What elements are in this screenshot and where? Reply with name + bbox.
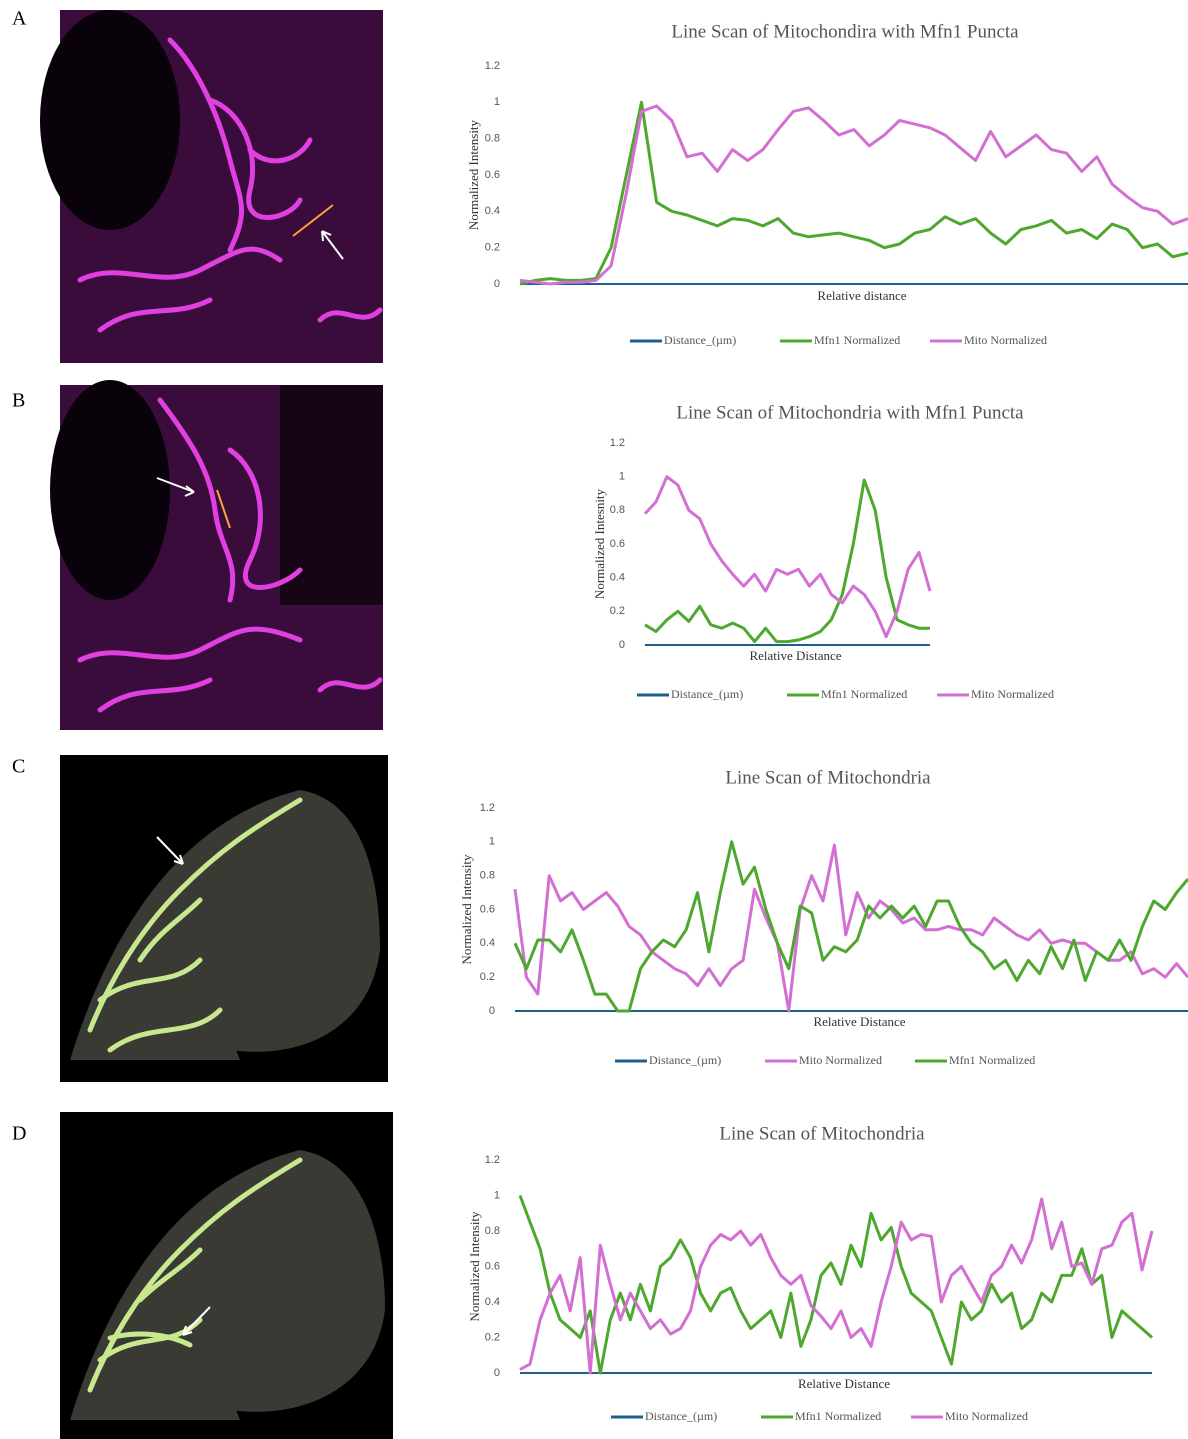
panel-label: A bbox=[12, 8, 27, 30]
chart-title: Line Scan of Mitochondria bbox=[725, 767, 931, 788]
chart-title: Line Scan of Mitochondria with Mfn1 Punc… bbox=[676, 402, 1024, 423]
y-tick-label: 1 bbox=[494, 1189, 500, 1201]
y-tick-label: 0.2 bbox=[485, 242, 500, 254]
y-tick-label: 1.2 bbox=[485, 60, 500, 72]
y-tick-label: 0.2 bbox=[610, 605, 625, 617]
legend-label: Mfn1 Normalized bbox=[795, 1409, 881, 1423]
legend-label: Distance_(µm) bbox=[645, 1409, 717, 1423]
y-tick-label: 0.6 bbox=[480, 903, 495, 915]
y-tick-label: 0.6 bbox=[485, 169, 500, 181]
y-tick-label: 0.2 bbox=[485, 1331, 500, 1343]
y-tick-label: 0 bbox=[494, 278, 500, 290]
panel-label: B bbox=[12, 390, 25, 412]
x-axis-label: Relative Distance bbox=[749, 648, 841, 663]
legend-label: Distance_(µm) bbox=[649, 1053, 721, 1067]
y-tick-label: 0.8 bbox=[480, 870, 495, 882]
y-tick-label: 0.4 bbox=[480, 937, 495, 949]
series-line bbox=[520, 1196, 1152, 1374]
legend-label: Distance_(µm) bbox=[664, 333, 736, 347]
figure: A B C D Line Scan of Mitochondira with Mfn1 … bbox=[0, 0, 1188, 1439]
legend-label: Mfn1 Normalized bbox=[821, 687, 907, 701]
x-axis-label: Relative Distance bbox=[798, 1376, 890, 1391]
series-line bbox=[520, 106, 1188, 284]
micrograph-b bbox=[50, 380, 383, 730]
panel-label: D bbox=[12, 1123, 26, 1145]
y-tick-label: 0.6 bbox=[610, 538, 625, 550]
y-tick-label: 0 bbox=[489, 1005, 495, 1017]
y-tick-label: 1 bbox=[489, 836, 495, 848]
y-tick-label: 1.2 bbox=[485, 1154, 500, 1166]
legend-label: Mito Normalized bbox=[799, 1053, 882, 1067]
legend-label: Mfn1 Normalized bbox=[949, 1053, 1035, 1067]
x-axis-label: Relative distance bbox=[817, 288, 906, 303]
micrograph-a bbox=[40, 10, 383, 363]
y-tick-label: 0 bbox=[494, 1367, 500, 1379]
y-axis-label: Normalized Intensity bbox=[466, 119, 481, 230]
chart-title: Line Scan of Mitochondria bbox=[719, 1123, 925, 1144]
legend-label: Distance_(µm) bbox=[671, 687, 743, 701]
y-tick-label: 0 bbox=[619, 639, 625, 651]
y-axis-label: Normalized Intensity bbox=[467, 1211, 482, 1322]
y-axis-label: Normalized Intensity bbox=[459, 854, 474, 965]
y-tick-label: 0.8 bbox=[485, 1225, 500, 1237]
y-tick-label: 0.2 bbox=[480, 971, 495, 983]
micrograph-c bbox=[60, 755, 388, 1082]
y-tick-label: 0.6 bbox=[485, 1260, 500, 1272]
y-axis-label: Normalized Intesnity bbox=[592, 488, 607, 599]
y-tick-label: 0.4 bbox=[485, 205, 500, 217]
y-tick-label: 0.4 bbox=[485, 1296, 500, 1308]
y-tick-label: 1 bbox=[494, 96, 500, 108]
series-line bbox=[515, 842, 1188, 1011]
legend-label: Mfn1 Normalized bbox=[814, 333, 900, 347]
series-line bbox=[515, 845, 1188, 1011]
legend-label: Mito Normalized bbox=[971, 687, 1054, 701]
y-tick-label: 0.8 bbox=[610, 504, 625, 516]
y-tick-label: 1 bbox=[619, 471, 625, 483]
micrograph-d bbox=[60, 1112, 393, 1439]
x-axis-label: Relative Distance bbox=[813, 1014, 905, 1029]
y-tick-label: 1.2 bbox=[610, 437, 625, 449]
panel-label: C bbox=[12, 756, 25, 778]
legend-label: Mito Normalized bbox=[964, 333, 1047, 347]
legend-label: Mito Normalized bbox=[945, 1409, 1028, 1423]
y-tick-label: 0.4 bbox=[610, 572, 625, 584]
series-line bbox=[645, 477, 930, 637]
chart-title: Line Scan of Mitochondira with Mfn1 Punc… bbox=[671, 21, 1019, 42]
y-tick-label: 0.8 bbox=[485, 133, 500, 145]
y-tick-label: 1.2 bbox=[480, 802, 495, 814]
